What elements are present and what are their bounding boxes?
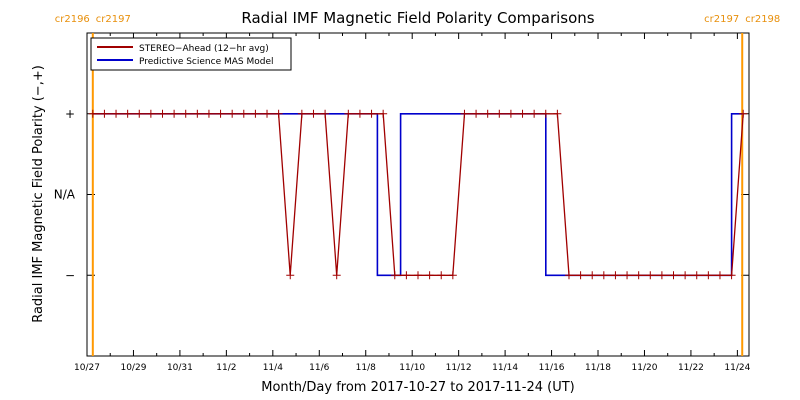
series-line-model [92, 113, 743, 277]
stereo-point-marker [158, 109, 167, 118]
stereo-point-marker [611, 271, 620, 280]
x-tick-label: 11/22 [678, 363, 704, 373]
plot-frame [86, 32, 750, 357]
stereo-point-marker [216, 109, 225, 118]
stereo-point-marker [425, 271, 434, 280]
y-tick-label: − [65, 268, 75, 282]
stereo-point-marker [123, 109, 132, 118]
stereo-point-marker [483, 109, 492, 118]
legend-label-model: Predictive Science MAS Model [139, 57, 274, 67]
stereo-point-marker [564, 271, 573, 280]
rotation-label-right: cr2198 [745, 14, 780, 25]
x-tick-label: 10/27 [74, 363, 100, 373]
x-tick-label: 11/8 [356, 363, 376, 373]
legend-label-stereo: STEREO−Ahead (12−hr avg) [139, 44, 269, 54]
stereo-point-marker [576, 271, 585, 280]
x-tick-label: 11/6 [309, 363, 329, 373]
stereo-point-marker [112, 109, 121, 118]
stereo-point-marker [704, 271, 713, 280]
stereo-point-marker [715, 271, 724, 280]
stereo-point-marker [669, 271, 678, 280]
stereo-point-marker [657, 271, 666, 280]
stereo-point-marker [274, 109, 283, 118]
stereo-point-marker [88, 109, 97, 118]
stereo-point-marker [495, 109, 504, 118]
x-tick-label: 11/16 [539, 363, 565, 373]
x-tick-label: 11/18 [585, 363, 611, 373]
x-axis-ticks: 10/27 10/29 10/31 11/2 11/4 11/6 11/8 11/10 11/1… [74, 33, 751, 373]
stereo-point-marker [472, 109, 481, 118]
stereo-point-marker [146, 109, 155, 118]
stereo-point-marker [634, 271, 643, 280]
x-tick-label: 11/10 [399, 363, 425, 373]
rotation-label-left: cr2197 [704, 14, 739, 25]
stereo-point-marker [437, 271, 446, 280]
stereo-point-marker [321, 109, 330, 118]
stereo-point-marker [402, 271, 411, 280]
stereo-point-marker [460, 109, 469, 118]
series-layer [88, 109, 748, 280]
rotation-markers: cr2196 cr2197 cr2197 cr2198 [55, 14, 780, 356]
x-tick-label: 11/20 [632, 363, 658, 373]
x-tick-label: 11/12 [446, 363, 472, 373]
rotation-label-left: cr2196 [55, 14, 90, 25]
stereo-point-marker [588, 271, 597, 280]
stereo-point-marker [228, 109, 237, 118]
stereo-point-marker [297, 109, 306, 118]
stereo-point-marker [332, 271, 341, 280]
stereo-point-marker [193, 109, 202, 118]
stereo-point-marker [367, 109, 376, 118]
x-tick-label: 11/4 [263, 363, 283, 373]
stereo-point-marker [239, 109, 248, 118]
stereo-point-marker [506, 109, 515, 118]
stereo-point-marker [553, 109, 562, 118]
y-tick-label: N/A [54, 188, 76, 202]
stereo-point-marker [448, 271, 457, 280]
stereo-point-marker [390, 271, 399, 280]
y-tick-label: + [65, 107, 75, 121]
stereo-point-marker [135, 109, 144, 118]
chart-title: Radial IMF Magnetic Field Polarity Compa… [241, 9, 594, 27]
x-tick-label: 11/24 [724, 363, 750, 373]
stereo-point-marker [681, 271, 690, 280]
stereo-point-marker [739, 109, 748, 118]
stereo-point-marker [541, 109, 550, 118]
stereo-point-marker [204, 109, 213, 118]
stereo-point-marker [646, 271, 655, 280]
x-tick-label: 11/2 [216, 363, 236, 373]
stereo-point-marker [518, 109, 527, 118]
x-axis-label: Month/Day from 2017-10-27 to 2017-11-24 … [261, 380, 574, 395]
x-tick-label: 10/29 [120, 363, 146, 373]
stereo-point-marker [727, 271, 736, 280]
stereo-point-marker [263, 109, 272, 118]
stereo-point-marker [309, 109, 318, 118]
stereo-point-marker [599, 271, 608, 280]
stereo-point-marker [251, 109, 260, 118]
stereo-point-marker [355, 109, 364, 118]
y-axis-label: Radial IMF Magnetic Field Polarity (−,+) [31, 65, 46, 323]
stereo-point-marker [414, 271, 422, 280]
stereo-point-marker [170, 109, 179, 118]
stereo-point-marker [286, 271, 295, 280]
x-tick-label: 11/14 [492, 363, 518, 373]
stereo-point-marker [530, 109, 539, 118]
stereo-point-marker [344, 109, 353, 118]
x-tick-label: 10/31 [167, 363, 193, 373]
stereo-point-marker [692, 271, 701, 280]
series-line-stereo [92, 113, 744, 276]
legend: STEREO−Ahead (12−hr avg) Predictive Scie… [90, 37, 292, 71]
stereo-point-marker [181, 109, 190, 118]
rotation-label-right: cr2197 [96, 14, 131, 25]
stereo-point-marker [100, 109, 109, 118]
stereo-point-marker [623, 271, 632, 280]
legend-box [90, 37, 292, 71]
stereo-point-marker [379, 109, 388, 118]
